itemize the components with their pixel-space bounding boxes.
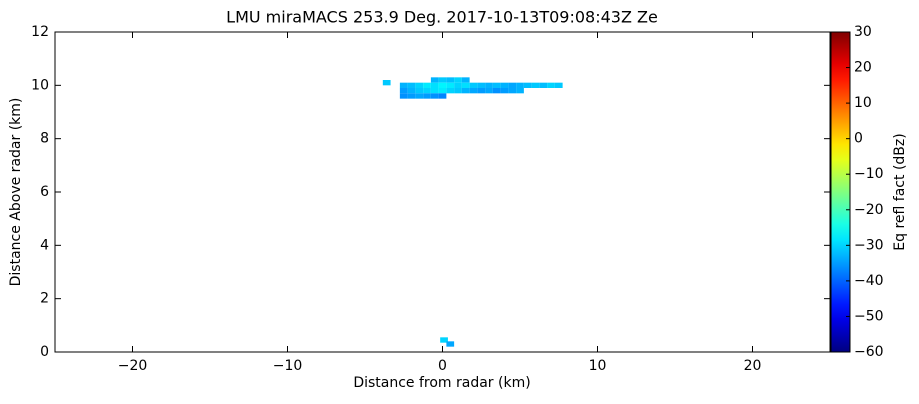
echo-cell bbox=[461, 82, 470, 88]
echo-cell bbox=[461, 77, 470, 83]
echo-cell bbox=[407, 93, 416, 99]
colorbar-tick-label: −40 bbox=[854, 273, 884, 289]
y-tick-label: 0 bbox=[40, 344, 49, 360]
echo-cell bbox=[430, 77, 439, 83]
x-axis-label: Distance from radar (km) bbox=[353, 375, 530, 391]
echo-cell bbox=[508, 88, 517, 94]
echo-cell bbox=[399, 82, 408, 88]
y-tick-label: 2 bbox=[40, 291, 49, 307]
echo-cell bbox=[500, 82, 509, 88]
echo-cell bbox=[382, 80, 391, 86]
echo-cell bbox=[485, 88, 493, 94]
echo-cell bbox=[492, 88, 501, 94]
y-tick-label: 12 bbox=[31, 24, 49, 40]
colorbar bbox=[830, 31, 851, 353]
echo-cell bbox=[415, 82, 424, 88]
echo-cell bbox=[500, 88, 509, 94]
echo-cell bbox=[554, 82, 563, 88]
x-tick-label: 10 bbox=[589, 358, 607, 374]
echo-cell bbox=[438, 93, 447, 99]
echo-cell bbox=[438, 82, 447, 88]
echo-cell bbox=[547, 82, 555, 88]
y-tick-label: 8 bbox=[40, 131, 49, 147]
echo-cell bbox=[485, 82, 493, 88]
echo-cell bbox=[492, 82, 501, 88]
echo-cell bbox=[508, 82, 517, 88]
x-tick-label: 0 bbox=[438, 358, 447, 374]
echo-cell bbox=[454, 77, 462, 83]
echo-cell bbox=[415, 93, 424, 99]
colorbar-tick-label: 10 bbox=[854, 95, 872, 111]
echo-cell bbox=[531, 82, 540, 88]
echo-cell bbox=[399, 88, 408, 94]
echo-cell bbox=[423, 88, 431, 94]
echo-cell bbox=[477, 82, 486, 88]
echo-cell bbox=[454, 88, 462, 94]
echo-cell bbox=[423, 82, 431, 88]
echo-cell bbox=[407, 88, 416, 94]
echo-cell bbox=[469, 82, 478, 88]
echo-cell bbox=[440, 337, 448, 343]
echo-cell bbox=[430, 88, 439, 94]
echo-cell bbox=[430, 82, 439, 88]
echo-cell bbox=[516, 88, 524, 94]
echo-cell bbox=[438, 77, 447, 83]
colorbar-tick-label: 30 bbox=[854, 24, 872, 40]
echo-cell bbox=[438, 88, 447, 94]
echo-cell bbox=[469, 88, 478, 94]
echo-cell bbox=[516, 82, 524, 88]
echo-cell bbox=[523, 82, 532, 88]
echo-cell bbox=[446, 341, 455, 347]
echo-cell bbox=[454, 82, 462, 88]
colorbar-tick-label: −20 bbox=[854, 202, 884, 218]
colorbar-tick-label: −60 bbox=[854, 344, 884, 360]
echo-cell bbox=[461, 88, 470, 94]
x-tick-label: 20 bbox=[744, 358, 762, 374]
colorbar-tick-label: 0 bbox=[854, 131, 863, 147]
echo-cell bbox=[407, 82, 416, 88]
colorbar-tick-label: −30 bbox=[854, 237, 884, 253]
x-tick-label: −10 bbox=[273, 358, 303, 374]
y-axis-label: Distance Above radar (km) bbox=[8, 98, 24, 287]
echo-cell bbox=[539, 82, 548, 88]
echo-cell bbox=[446, 88, 455, 94]
echo-cell bbox=[477, 88, 486, 94]
colorbar-tick-label: 20 bbox=[854, 60, 872, 76]
echo-cell bbox=[446, 77, 455, 83]
echo-cell bbox=[415, 88, 424, 94]
chart-title: LMU miraMACS 253.9 Deg. 2017-10-13T09:08… bbox=[226, 8, 658, 27]
colorbar-tick-label: −10 bbox=[854, 166, 884, 182]
x-tick-label: −20 bbox=[118, 358, 148, 374]
echo-cell bbox=[446, 82, 455, 88]
y-tick-label: 4 bbox=[40, 237, 49, 253]
y-tick-label: 10 bbox=[31, 77, 49, 93]
echo-cell bbox=[423, 93, 431, 99]
echo-cell bbox=[430, 93, 439, 99]
echo-cell bbox=[399, 93, 408, 99]
plot-area bbox=[382, 77, 563, 347]
colorbar-label: Eq refl fact (dBz) bbox=[892, 133, 908, 250]
y-tick-label: 6 bbox=[40, 184, 49, 200]
colorbar-tick-label: −50 bbox=[854, 308, 884, 324]
